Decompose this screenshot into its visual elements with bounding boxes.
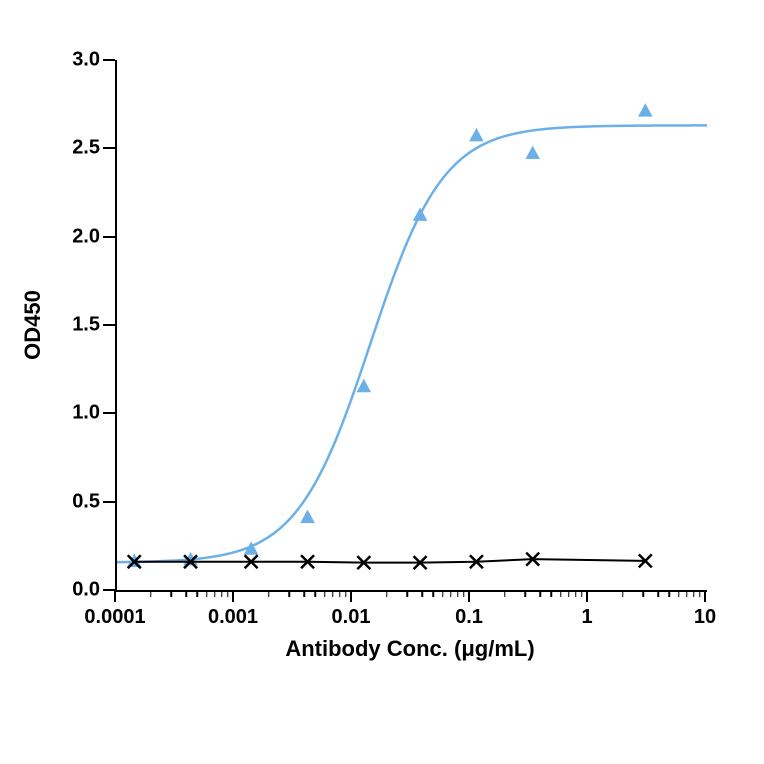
series-curve-treatment xyxy=(117,125,707,562)
x-tick-minor xyxy=(657,590,659,597)
x-tick-minor xyxy=(551,590,553,597)
x-tick xyxy=(232,590,234,602)
y-tick-label: 2.0 xyxy=(60,225,100,248)
plot-svg xyxy=(117,60,707,590)
y-tick xyxy=(103,501,115,503)
x-tick-minor xyxy=(560,590,562,597)
x-tick-minor xyxy=(457,590,459,597)
x-tick-minor xyxy=(463,590,465,597)
x-tick-minor xyxy=(289,590,291,597)
x-tick-minor xyxy=(221,590,223,597)
y-tick xyxy=(103,236,115,238)
x-tick-minor xyxy=(268,590,270,597)
y-tick-label: 1.5 xyxy=(60,314,100,337)
x-tick-minor xyxy=(150,590,152,597)
marker-triangle xyxy=(639,104,652,116)
y-tick xyxy=(103,59,115,61)
x-tick-minor xyxy=(622,590,624,597)
x-tick xyxy=(114,590,116,602)
x-tick-minor xyxy=(686,590,688,597)
x-tick-label: 0.1 xyxy=(455,606,483,629)
series-curve-control xyxy=(134,559,645,563)
x-tick-minor xyxy=(197,590,199,597)
marker-triangle xyxy=(526,147,539,159)
x-tick-minor xyxy=(386,590,388,597)
x-tick-minor xyxy=(171,590,173,597)
x-tick-minor xyxy=(678,590,680,597)
y-tick xyxy=(103,412,115,414)
x-tick-minor xyxy=(575,590,577,597)
y-tick-label: 0.5 xyxy=(60,490,100,513)
x-tick-minor xyxy=(185,590,187,597)
y-axis-label: OD450 xyxy=(20,290,46,360)
x-tick-minor xyxy=(339,590,341,597)
x-tick xyxy=(468,590,470,602)
chart-container: OD450 Antibody Conc. (μg/mL) 0.0001 0.001… xyxy=(0,0,764,764)
x-tick-minor xyxy=(227,590,229,597)
x-tick-minor xyxy=(214,590,216,597)
x-tick-minor xyxy=(315,590,317,597)
x-tick-minor xyxy=(206,590,208,597)
x-tick-minor xyxy=(693,590,695,597)
x-tick-minor xyxy=(669,590,671,597)
x-tick-label: 0.0001 xyxy=(84,606,145,629)
x-tick-minor xyxy=(442,590,444,597)
x-tick-minor xyxy=(303,590,305,597)
y-tick-label: 2.5 xyxy=(60,137,100,160)
marker-triangle xyxy=(470,129,483,141)
y-tick xyxy=(103,147,115,149)
x-axis-label: Antibody Conc. (μg/mL) xyxy=(285,636,534,662)
x-tick xyxy=(586,590,588,602)
x-tick-label: 0.01 xyxy=(332,606,371,629)
y-tick-label: 1.0 xyxy=(60,402,100,425)
x-tick-minor xyxy=(643,590,645,597)
plot-area xyxy=(115,60,707,592)
y-tick-label: 3.0 xyxy=(60,49,100,72)
x-tick-minor xyxy=(324,590,326,597)
x-tick-minor xyxy=(407,590,409,597)
x-tick-minor xyxy=(525,590,527,597)
x-tick-minor xyxy=(699,590,701,597)
x-tick-minor xyxy=(581,590,583,597)
x-tick-minor xyxy=(539,590,541,597)
x-tick-label: 0.001 xyxy=(208,606,258,629)
x-tick-minor xyxy=(433,590,435,597)
y-tick xyxy=(103,589,115,591)
y-tick xyxy=(103,324,115,326)
x-tick-minor xyxy=(332,590,334,597)
x-tick-minor xyxy=(421,590,423,597)
x-tick-minor xyxy=(450,590,452,597)
x-tick-minor xyxy=(568,590,570,597)
marker-triangle xyxy=(414,208,427,220)
marker-triangle xyxy=(301,511,314,523)
x-tick xyxy=(704,590,706,602)
x-tick-minor xyxy=(345,590,347,597)
x-tick-label: 1 xyxy=(581,606,592,629)
x-tick-minor xyxy=(504,590,506,597)
x-tick-label: 10 xyxy=(694,606,716,629)
marker-triangle xyxy=(357,380,370,392)
x-tick xyxy=(350,590,352,602)
y-tick-label: 0.0 xyxy=(60,579,100,602)
